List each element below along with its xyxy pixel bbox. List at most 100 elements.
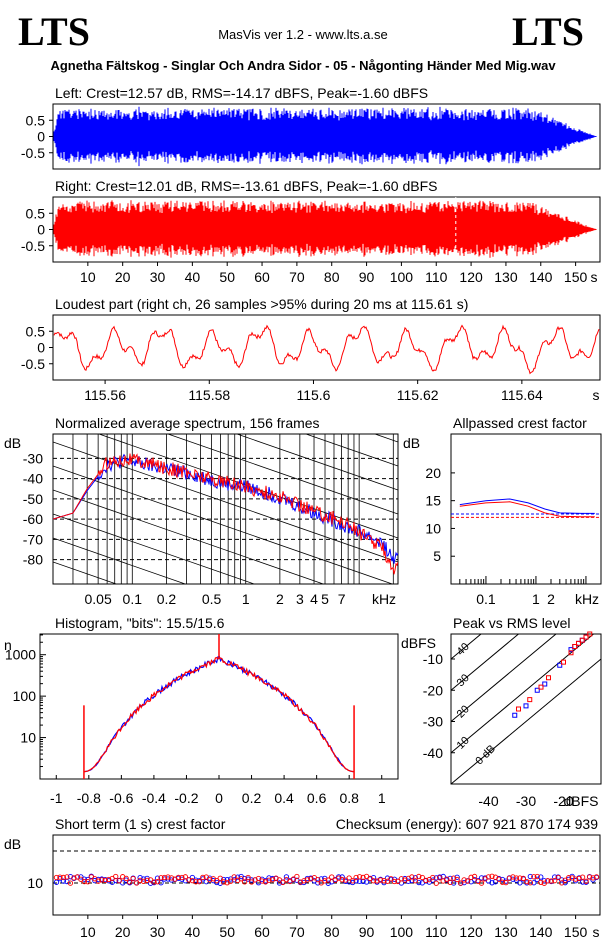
short_term_crest-point (527, 880, 533, 886)
short_term_crest-point (329, 874, 335, 880)
short_term_crest-point (248, 877, 255, 883)
spectrum-slope-line (53, 489, 325, 584)
short_term_crest-point (545, 878, 551, 884)
spectrum-slope-line (53, 634, 398, 754)
loudest_part-ytick-label: -0.5 (21, 356, 45, 372)
short_term_crest-point (301, 879, 307, 886)
short_term_crest-point (64, 874, 70, 880)
spectrum-frame (52, 433, 399, 585)
short_term_crest-point (562, 877, 568, 883)
short_term_crest-point (531, 880, 537, 886)
spectrum-ytick-label: -70 (23, 531, 43, 547)
short_term_crest-point (308, 876, 314, 882)
right_waveform-xunit: s (591, 269, 598, 285)
short_term_crest-point (182, 878, 189, 884)
spectrum-slope-line (53, 537, 187, 584)
short_term_crest-xtick-label: 80 (324, 924, 340, 940)
short_term_crest-point (60, 874, 67, 881)
short_term_crest-point (294, 873, 300, 880)
short_term_crest-point (388, 876, 394, 882)
histogram-series-line (83, 656, 354, 773)
short_term_crest-point (221, 876, 227, 883)
peak_vs_rms-point (512, 712, 518, 718)
histogram-xtick-label: 0.8 (339, 790, 359, 806)
short_term_crest-point (71, 875, 77, 881)
right_waveform-signal (53, 200, 597, 258)
short_term_crest-point (283, 874, 290, 880)
short_term_crest-point (485, 874, 492, 880)
short_term_crest-point (433, 880, 439, 886)
short_term_crest-point (437, 875, 443, 881)
right_waveform-xtick-label: 10 (80, 269, 96, 285)
allpassed_crest-ytick-label: 10 (425, 520, 441, 536)
short_term_crest-point (464, 878, 471, 884)
peak_vs_rms-title: Peak vs RMS level (453, 615, 570, 631)
short_term_crest-point (430, 874, 436, 881)
short_term_crest-point (158, 880, 164, 886)
spectrum-ytick-label: -40 (23, 471, 43, 487)
short_term_crest-point (186, 877, 192, 883)
short_term_crest-point (461, 877, 467, 883)
spectrum-slope-line (53, 682, 398, 802)
peak_vs_rms-point (587, 631, 593, 637)
short_term_crest-point (165, 874, 171, 880)
short_term_crest-point (433, 875, 439, 881)
short_term_crest-point (221, 879, 227, 885)
short_term_crest-point (53, 874, 60, 881)
short_term_crest-point (586, 874, 593, 880)
short_term_crest-point (126, 879, 133, 885)
short_term_crest-point (423, 877, 429, 884)
spectrum-ylabel: dB (4, 435, 21, 451)
short_term_crest-point (238, 876, 244, 882)
short_term_crest-xtick-label: 20 (115, 924, 131, 940)
short_term_crest-point (552, 878, 558, 884)
histogram-series-line (83, 655, 354, 773)
allpassed_crest-ytick-label: 15 (425, 493, 441, 509)
short_term_crest-point (276, 880, 283, 886)
short_term_crest-point (478, 880, 485, 886)
histogram-ytick-label: 100 (13, 688, 37, 704)
loudest_part-signal (53, 324, 600, 375)
short_term_crest-point (203, 874, 209, 880)
left_waveform-ytick-label: 0 (37, 129, 45, 145)
short_term_crest-point (154, 879, 161, 885)
peak_vs_rms-point (579, 637, 585, 643)
short_term_crest-frame (52, 834, 601, 916)
short_term_crest-point (367, 875, 373, 882)
short_term_crest-point (419, 874, 425, 881)
short_term_crest-point (555, 874, 561, 881)
right_waveform-xtick-label: 30 (150, 269, 166, 285)
peak_vs_rms-crest-label: 0 dB (473, 743, 497, 767)
histogram-xtick-label: 0.4 (274, 790, 294, 806)
lts-logo-right: LTS (512, 9, 584, 54)
short_term_crest-point (510, 876, 516, 882)
short_term_crest-point (576, 875, 582, 882)
short_term_crest-point (360, 874, 366, 881)
peak_vs_rms-point (523, 703, 529, 709)
short_term_crest-point (130, 875, 136, 882)
right_waveform-xtick-label: 40 (185, 269, 201, 285)
spectrum-ytick-label: -30 (23, 450, 43, 466)
short_term_crest-xtick-label: 150 (564, 924, 588, 940)
right_waveform-xtick-label: 50 (219, 269, 235, 285)
short_term_crest-point (325, 877, 331, 883)
short_term_crest-xunit: s (593, 924, 600, 940)
short_term_crest-point (391, 878, 398, 885)
short_term_crest-point (363, 879, 370, 885)
left_waveform-ytick-label: 0.5 (26, 112, 46, 128)
spectrum-title: Normalized average spectrum, 156 frames (55, 415, 320, 431)
short_term_crest-point (489, 880, 495, 886)
short_term_crest-point (395, 878, 401, 885)
allpassed_crest-ylabel: dB (403, 435, 420, 451)
histogram-ylabel: n (4, 637, 12, 653)
left_waveform-ytick-label: -0.5 (21, 145, 45, 161)
spectrum-series-line (53, 453, 398, 564)
short_term_crest-point (123, 875, 129, 882)
short_term_crest-point (538, 879, 544, 886)
right_waveform-ytick-label: -0.5 (21, 238, 45, 254)
short_term_crest-point (353, 874, 359, 881)
spectrum-slope-line (53, 513, 256, 584)
right_waveform-xtick-label: 130 (494, 269, 518, 285)
right_waveform-ytick-label: 0 (37, 222, 45, 238)
